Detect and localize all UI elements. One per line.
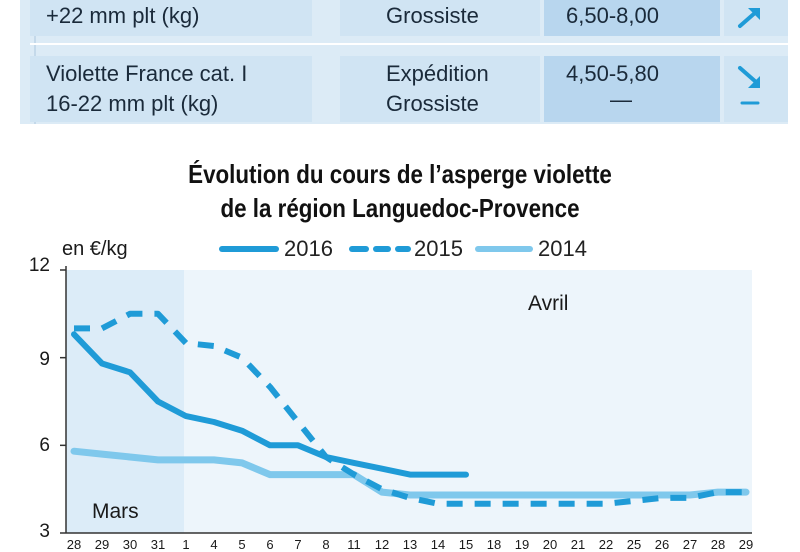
y-tick-label: 6 bbox=[10, 436, 50, 456]
march-shade bbox=[66, 270, 184, 533]
period-label-march: Mars bbox=[92, 500, 139, 524]
y-tick-label: 3 bbox=[10, 522, 50, 542]
y-tick-label: 9 bbox=[10, 350, 50, 370]
period-label-april: Avril bbox=[528, 292, 568, 316]
y-tick-label: 12 bbox=[10, 256, 50, 276]
